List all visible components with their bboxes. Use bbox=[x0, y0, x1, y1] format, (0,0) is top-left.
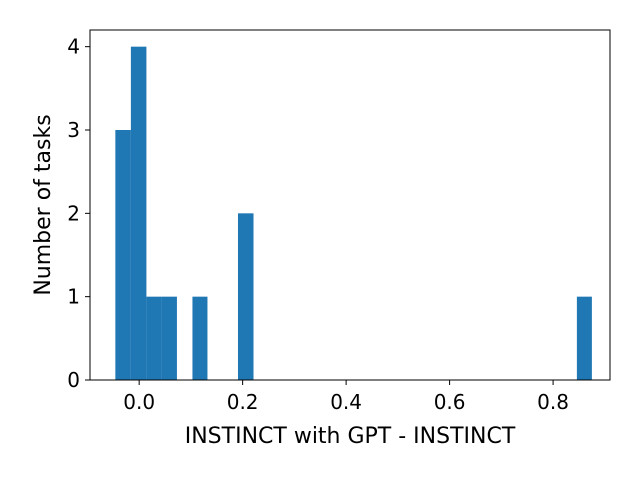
bars-layer bbox=[115, 46, 592, 381]
x-tick-label-0: 0.0 bbox=[123, 390, 155, 414]
histogram-bar-0 bbox=[115, 130, 131, 380]
x-tick-label-3: 0.6 bbox=[434, 390, 466, 414]
x-tick-label-2: 0.4 bbox=[330, 390, 362, 414]
y-tick-label-4: 4 bbox=[67, 35, 80, 59]
x-tick-label-4: 0.8 bbox=[537, 390, 569, 414]
y-axis-title: Number of tasks bbox=[31, 114, 56, 295]
y-tick-label-2: 2 bbox=[67, 201, 80, 225]
y-tick-label-3: 3 bbox=[67, 118, 80, 142]
histogram-bar-3 bbox=[161, 296, 177, 380]
histogram-bar-2 bbox=[146, 296, 162, 380]
x-axis: 0.0 0.2 0.4 0.6 0.8 bbox=[123, 380, 569, 414]
y-axis: 0 1 2 3 4 bbox=[67, 35, 90, 392]
y-tick-label-0: 0 bbox=[67, 368, 80, 392]
histogram-bar-6 bbox=[576, 296, 592, 380]
y-tick-label-1: 1 bbox=[67, 285, 80, 309]
plot-frame bbox=[89, 29, 611, 381]
x-axis-title: INSTINCT with GPT - INSTINCT bbox=[185, 424, 516, 449]
histogram-bar-4 bbox=[192, 296, 208, 380]
histogram-bar-5 bbox=[237, 213, 254, 380]
histogram-bar-1 bbox=[130, 46, 147, 381]
x-tick-label-1: 0.2 bbox=[227, 390, 259, 414]
